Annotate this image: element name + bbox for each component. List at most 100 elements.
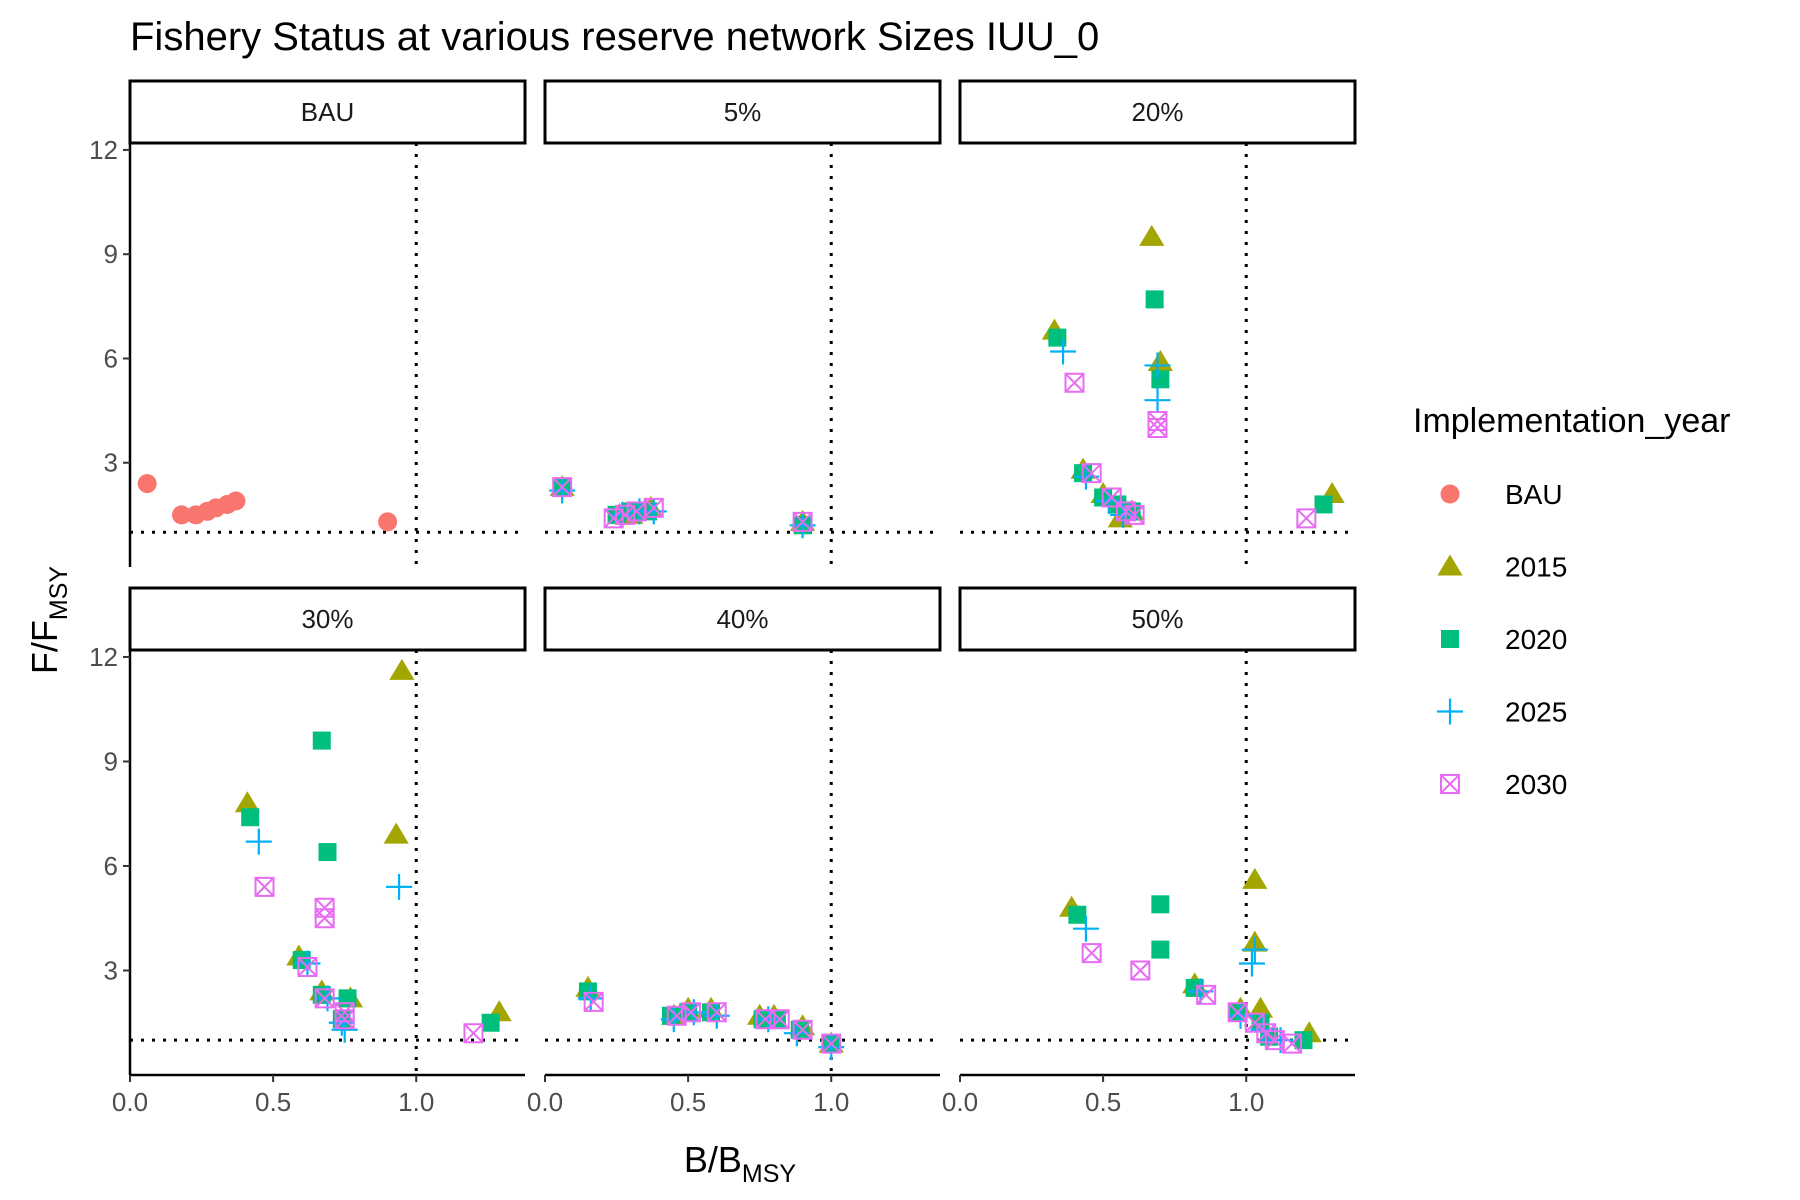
data-point [1251,1013,1270,1032]
series-2030 [1081,943,1303,1054]
facet-strip [128,79,527,145]
data-point [1144,352,1171,379]
data-point [1048,328,1067,347]
data-point [1196,984,1217,1005]
x-tick-label: 0.0 [527,1087,563,1117]
data-point [463,1023,484,1044]
series-2030 [254,876,484,1044]
legend-key-square [1441,630,1459,648]
facet-strip [128,586,527,652]
data-point [821,1033,842,1054]
data-point [1124,504,1145,525]
facet-strip-label: 50% [1131,604,1183,634]
data-point [1139,224,1165,246]
data-point [1130,960,1151,981]
data-point [314,908,335,929]
series-2025 [549,477,816,539]
data-point [1145,290,1164,309]
data-point [1314,495,1333,514]
facet-strip [543,79,942,145]
data-point [792,511,813,532]
x-tick-label: 1.0 [1228,1087,1264,1117]
data-point [245,828,272,855]
legend-key-boxx [1440,774,1460,794]
x-axis-label-main: B/B [684,1139,742,1180]
panels: BAU 3 6 9 12 5% 20% 30% 3 6 9 12 0.0 0.5 1.0 40% 0.0 0.5 1… [89,79,1357,1117]
data-point [1072,915,1099,942]
data-point [383,822,409,844]
legend-label: 2015 [1505,552,1567,583]
data-point [314,897,335,918]
y-tick-label: 12 [89,642,118,672]
data-point [137,474,157,494]
data-point [626,501,647,522]
data-point [552,477,573,498]
data-point [1147,349,1173,371]
data-point [481,1013,500,1032]
data-point [314,988,335,1009]
data-point [334,1009,355,1030]
data-point [318,843,337,862]
facet-strip [958,79,1357,145]
data-point [792,1019,813,1040]
data-point [1151,940,1170,959]
panel-30pct: 30% 3 6 9 12 0.0 0.5 1.0 [89,586,527,1117]
legend-label: 2030 [1505,769,1567,800]
y-tick-label: 6 [104,343,118,373]
facet-strip [958,586,1357,652]
data-point [1242,867,1268,889]
x-tick-label: 0.5 [255,1087,291,1117]
panel-20pct: 20% [958,79,1357,567]
data-point [297,957,318,978]
data-point [706,1002,727,1023]
data-point [1081,943,1102,964]
data-point [241,808,260,827]
series-2030 [583,991,842,1054]
data-point [254,876,275,897]
legend-key-triangle [1437,554,1463,576]
data-point [643,497,664,518]
y-tick-label: 9 [104,239,118,269]
legend-label: 2020 [1505,624,1567,655]
series-2020 [553,478,812,535]
chart-title: Fishery Status at various reserve networ… [130,15,1099,59]
y-tick-label: 9 [104,746,118,776]
data-point [172,505,192,525]
data-point [1147,417,1168,438]
facet-strip-label: BAU [301,97,354,127]
y-axis-label-sub: MSY [45,566,73,621]
legend-key-plus [1437,698,1463,725]
data-point [1247,996,1274,1018]
data-point [1081,463,1102,484]
series-2015 [234,658,512,1022]
data-point [1050,338,1077,365]
data-point [378,512,398,532]
facet-strip-label: 20% [1131,97,1183,127]
data-point [769,1009,790,1030]
facet-strip-label: 30% [301,604,353,634]
data-point [234,791,260,813]
legend-entry-2020: 2020 [1441,624,1567,655]
series-2015 [1059,867,1322,1043]
data-point [1068,905,1087,924]
legend-key-circle [1440,484,1460,504]
data-point [1151,370,1170,389]
series-bau [137,474,398,532]
y-tick-label: 6 [104,851,118,881]
legend-entry-2015: 2015 [1437,552,1567,583]
x-tick-label: 1.0 [813,1087,849,1117]
data-point [226,491,246,511]
legend-entry-bau: BAU [1440,479,1563,510]
legend-entry-2030: 2030 [1440,769,1567,800]
y-axis-label-main: F/F [24,620,65,674]
data-point [1064,372,1085,393]
series-2030 [1064,372,1317,529]
legend-label: 2025 [1505,697,1567,728]
facet-strip [543,586,942,652]
data-point [389,658,415,680]
data-point [1282,1033,1303,1054]
y-tick-label: 12 [89,135,118,165]
x-tick-label: 0.0 [112,1087,148,1117]
x-axis-label-sub: MSY [742,1160,797,1188]
